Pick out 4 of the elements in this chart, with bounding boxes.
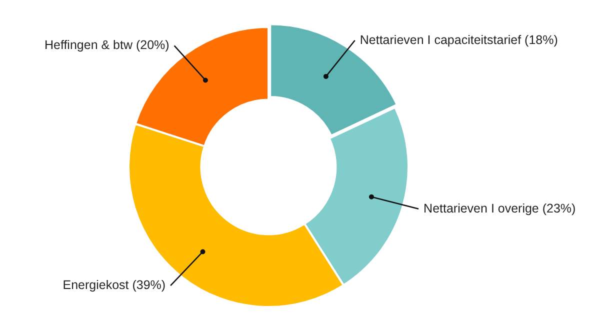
slice-label: Nettarieven I overige (23%) xyxy=(424,201,576,216)
slice-label: Nettarieven I capaciteitstarief (18%) xyxy=(360,32,558,47)
slice-label: Heffingen & btw (20%) xyxy=(44,38,170,52)
slice-label: Energiekost (39%) xyxy=(62,278,166,292)
